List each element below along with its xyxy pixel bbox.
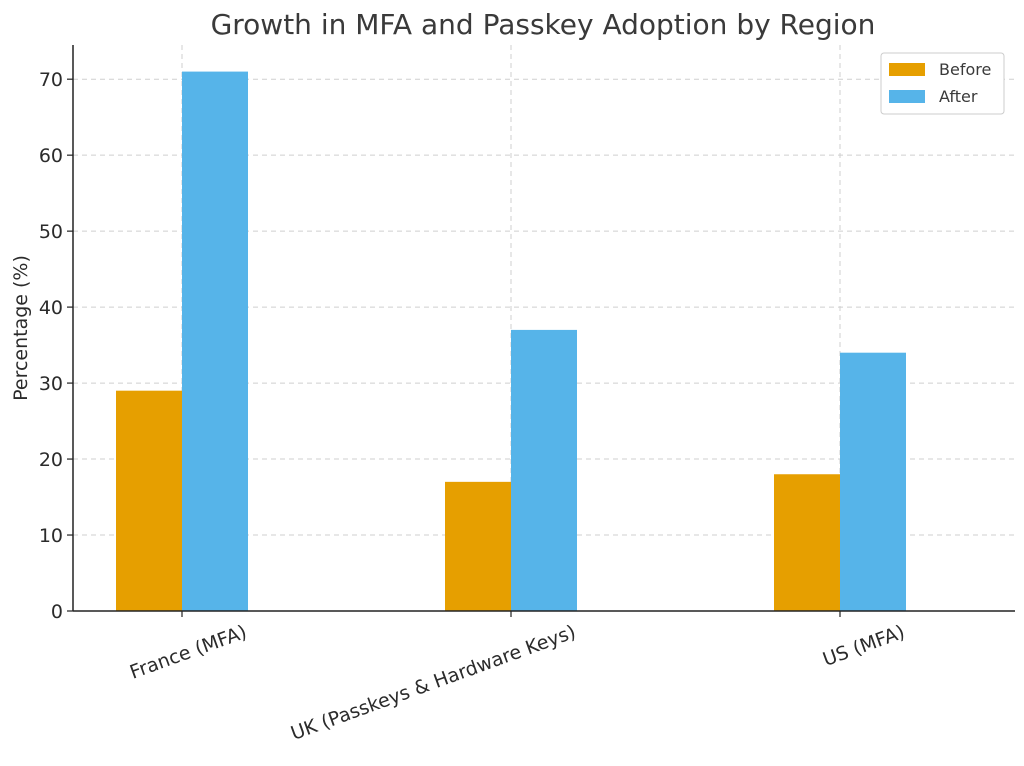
y-axis-label: Percentage (%) xyxy=(10,255,32,401)
x-ticks: France (MFA) UK (Passkeys & Hardware Keys… xyxy=(127,611,908,745)
axes xyxy=(72,45,1015,612)
y-tick-label: 0 xyxy=(51,601,63,623)
legend-label-before: Before xyxy=(939,60,991,79)
y-tick-label: 10 xyxy=(39,525,63,547)
bar-before-2 xyxy=(774,474,840,611)
x-tick-label: US (MFA) xyxy=(820,621,908,671)
x-tick-label: UK (Passkeys & Hardware Keys) xyxy=(288,621,579,745)
bars xyxy=(116,71,906,612)
y-tick-label: 60 xyxy=(39,145,63,167)
legend-swatch-before xyxy=(889,63,925,76)
bar-before-0 xyxy=(116,390,182,611)
y-tick-label: 20 xyxy=(39,449,63,471)
y-ticks: 0 10 20 30 40 50 60 70 xyxy=(39,69,73,623)
y-tick-label: 30 xyxy=(39,373,63,395)
y-tick-label: 40 xyxy=(39,297,63,319)
bar-before-1 xyxy=(445,481,511,611)
legend-swatch-after xyxy=(889,90,925,103)
bar-after-1 xyxy=(511,329,577,611)
chart-title: Growth in MFA and Passkey Adoption by Re… xyxy=(211,8,876,41)
y-tick-label: 70 xyxy=(39,69,63,91)
bar-after-2 xyxy=(840,352,906,611)
bar-after-0 xyxy=(182,71,248,612)
x-tick-label: France (MFA) xyxy=(127,621,250,684)
y-tick-label: 50 xyxy=(39,221,63,243)
legend-label-after: After xyxy=(939,87,978,106)
legend: Before After xyxy=(880,52,1005,115)
